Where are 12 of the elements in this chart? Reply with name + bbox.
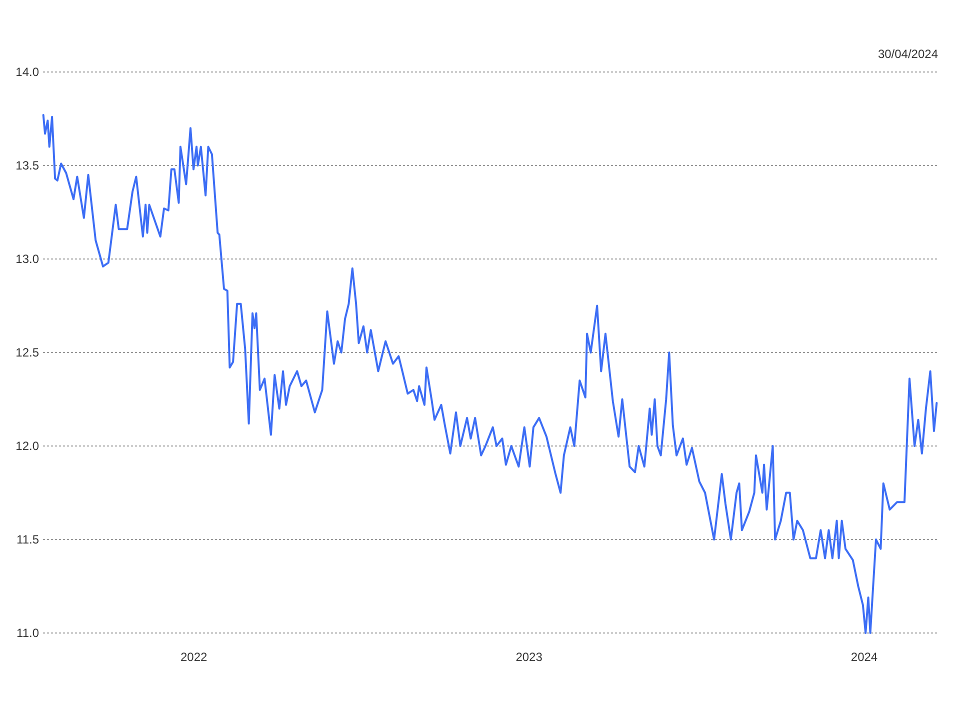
y-tick-label: 12.0 — [16, 439, 40, 453]
text: 30/04/2024 — [878, 47, 938, 61]
x-tick-label: 2022 — [180, 650, 208, 664]
y-tick-label: 12.5 — [16, 346, 40, 360]
y-tick-label: 13.5 — [16, 158, 40, 172]
y-tick-label: 11.5 — [16, 532, 40, 546]
line-series — [42, 114, 938, 634]
x-tick-label: 2024 — [850, 650, 878, 664]
y-tick-label: 13.0 — [16, 252, 40, 266]
y-tick-label: 11.0 — [16, 626, 40, 640]
x-tick-label: 2023 — [516, 650, 543, 664]
y-tick-label: 14.0 — [16, 65, 40, 79]
